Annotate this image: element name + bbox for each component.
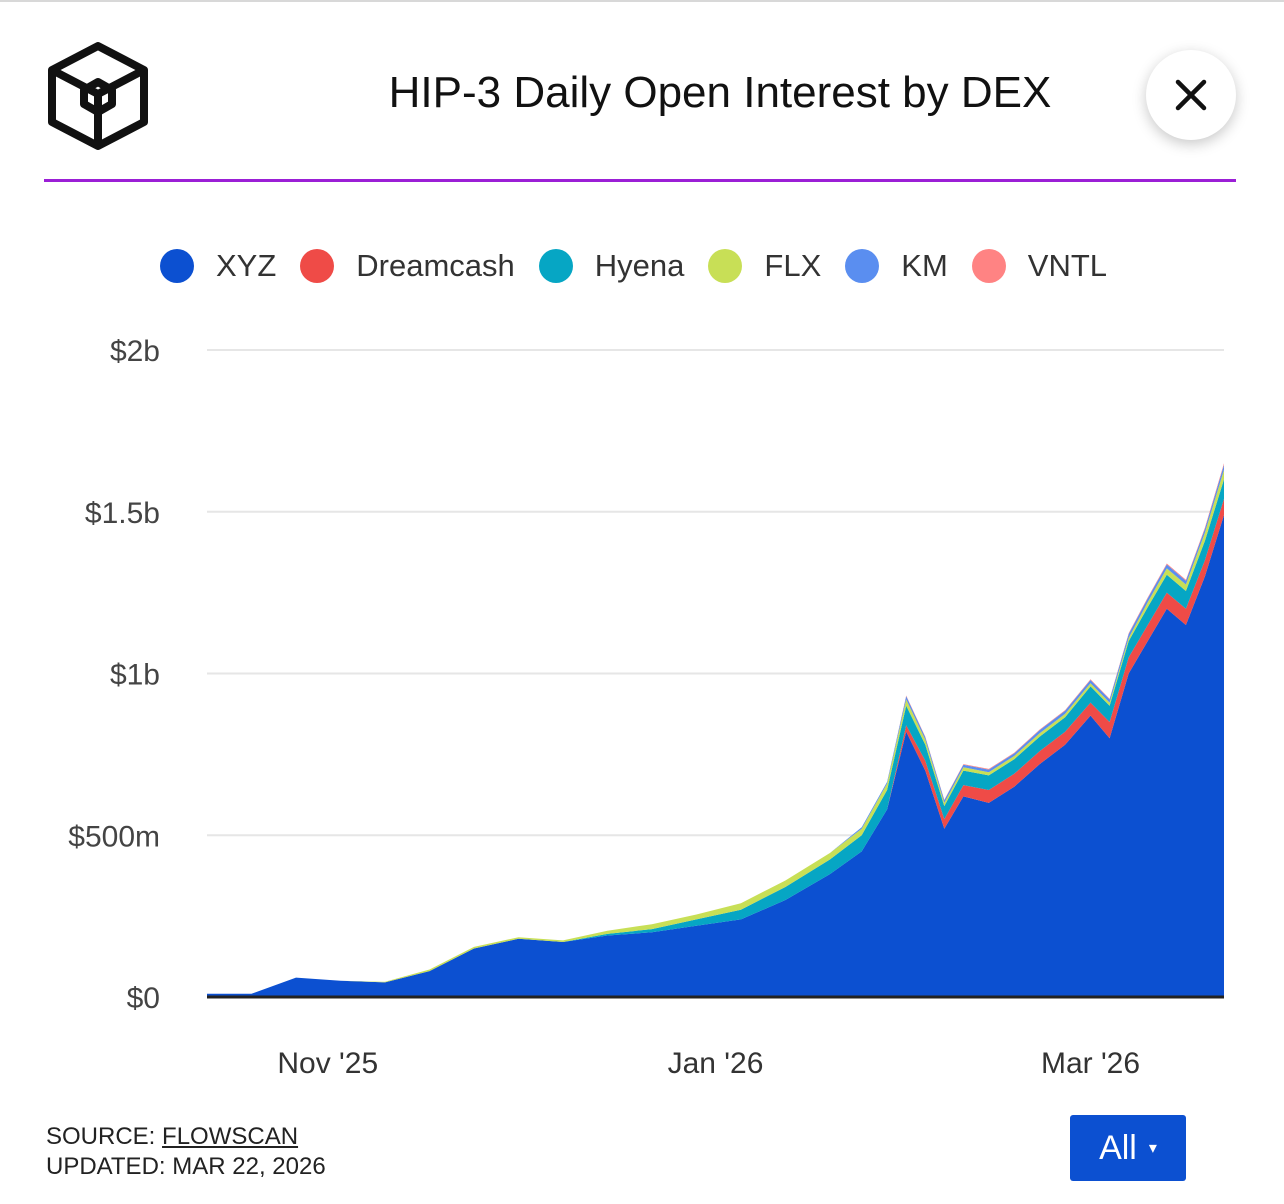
y-tick-label: $2b (110, 335, 160, 368)
y-tick-label: $1b (110, 659, 160, 692)
legend-swatch (845, 249, 880, 283)
legend-swatch (708, 249, 743, 283)
chart-footer: SOURCE: FLOWSCAN UPDATED: MAR 22, 2026 (46, 1122, 326, 1182)
updated-label: UPDATED: (46, 1153, 166, 1180)
top-border (0, 0, 1284, 2)
chevron-down-icon: ▾ (1148, 1140, 1157, 1157)
x-tick-label: Jan '26 (668, 1047, 764, 1080)
cube-logo-icon (48, 42, 148, 150)
stacked-area-chart: $0 $500m $1b $1.5b $2b Nov '25 Jan '26 Mar '26 (68, 335, 1224, 1080)
chart-legend: XYZ Dreamcash Hyena FLX KM VNTL (160, 248, 1131, 284)
title-divider (44, 179, 1236, 182)
series-area (207, 515, 1224, 997)
legend-swatch (160, 249, 194, 283)
chart-title: HIP-3 Daily Open Interest by DEX (388, 68, 1052, 117)
legend-item[interactable]: XYZ (160, 248, 276, 284)
legend-label: KM (901, 248, 948, 283)
updated-date: MAR 22, 2026 (172, 1153, 326, 1180)
legend-label: Hyena (594, 248, 685, 283)
x-tick-label: Nov '25 (277, 1047, 378, 1080)
y-tick-label: $500m (68, 820, 160, 853)
updated-line: UPDATED: MAR 22, 2026 (46, 1152, 326, 1182)
legend-item[interactable]: FLX (708, 248, 821, 284)
legend-swatch (538, 249, 573, 283)
legend-label: Dreamcash (356, 248, 515, 283)
y-tick-label: $1.5b (85, 497, 160, 530)
legend-item[interactable]: Hyena (538, 248, 685, 284)
legend-item[interactable]: Dreamcash (300, 248, 515, 284)
legend-label: VNTL (1027, 248, 1108, 283)
legend-label: FLX (764, 248, 822, 283)
close-icon (1175, 79, 1207, 111)
x-tick-label: Mar '26 (1041, 1047, 1140, 1080)
legend-swatch (300, 249, 335, 283)
source-line: SOURCE: FLOWSCAN (46, 1122, 326, 1152)
source-label: SOURCE: (46, 1123, 156, 1150)
range-select-label: All (1099, 1128, 1137, 1167)
legend-label: XYZ (216, 248, 277, 283)
source-link[interactable]: FLOWSCAN (162, 1123, 299, 1150)
range-select-button[interactable]: All ▾ (1070, 1115, 1186, 1181)
y-tick-label: $0 (127, 982, 160, 1015)
legend-item[interactable]: KM (845, 248, 948, 284)
legend-swatch (971, 249, 1006, 283)
close-button[interactable] (1146, 50, 1236, 140)
legend-item[interactable]: VNTL (971, 248, 1108, 284)
